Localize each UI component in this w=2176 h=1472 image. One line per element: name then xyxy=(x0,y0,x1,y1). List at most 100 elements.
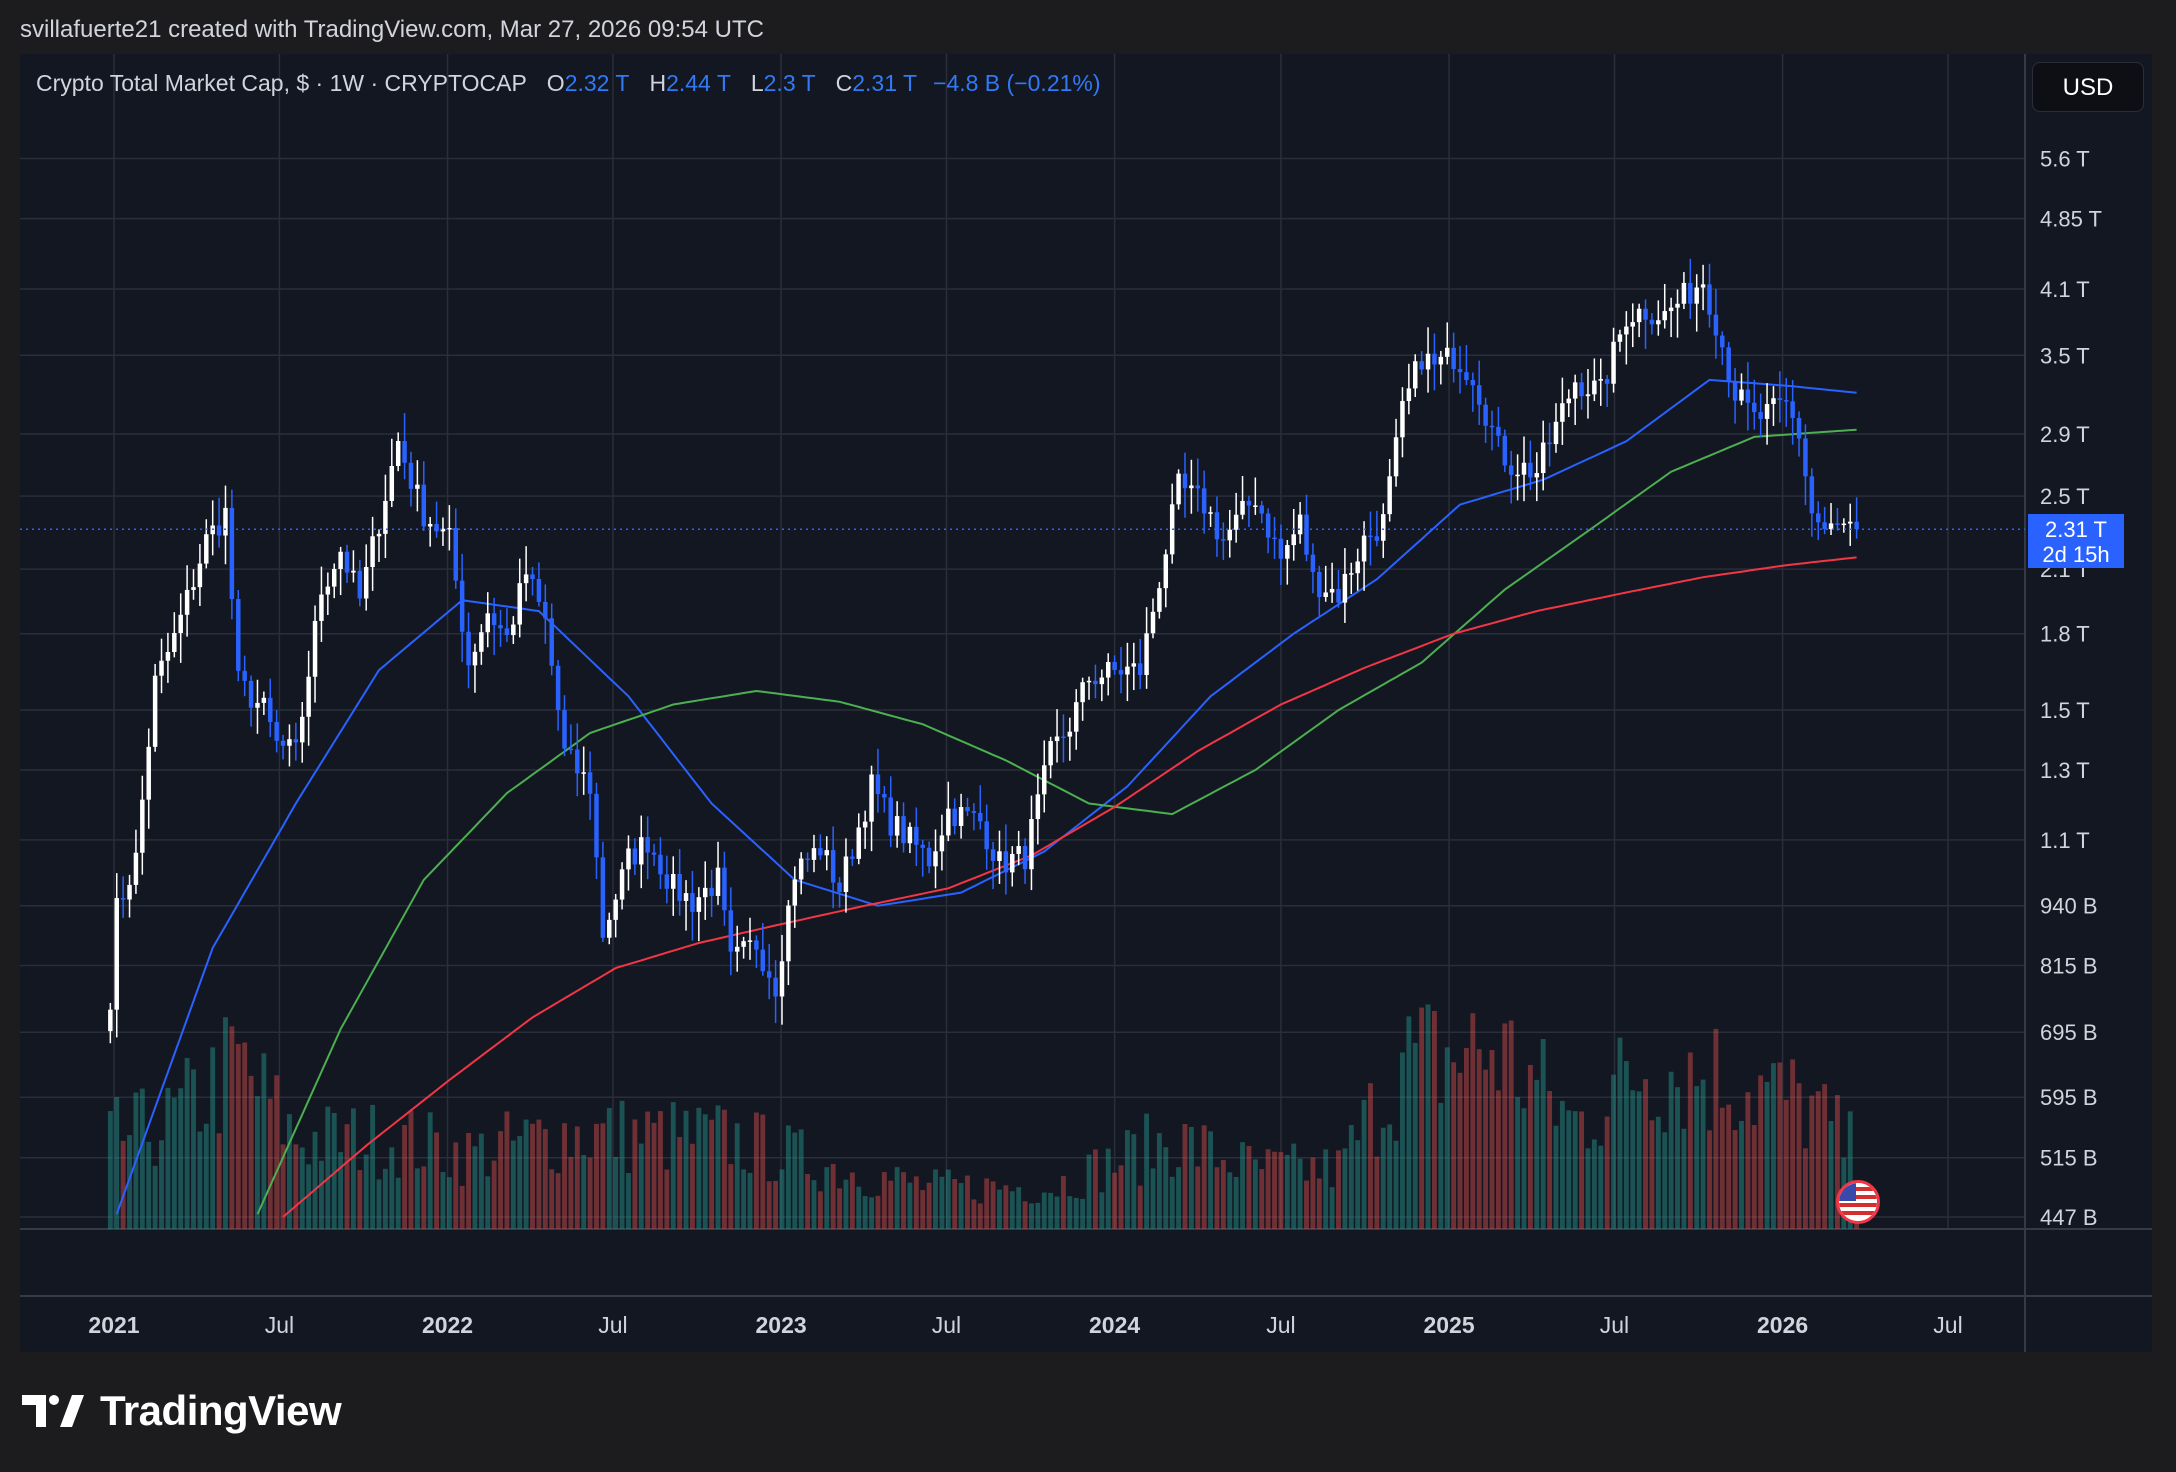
volume-bar xyxy=(344,1124,350,1229)
candle-body xyxy=(1022,846,1028,870)
volume-bar xyxy=(1732,1130,1738,1229)
volume-bar xyxy=(997,1189,1002,1229)
volume-bar xyxy=(453,1142,459,1229)
y-axis-tick-label: 695 B xyxy=(2040,1020,2098,1045)
volume-bar xyxy=(510,1140,516,1229)
candle-body xyxy=(888,797,893,836)
candle-body xyxy=(140,799,145,853)
candle-body xyxy=(197,563,203,588)
currency-button[interactable]: USD xyxy=(2032,62,2144,112)
candle-body xyxy=(1195,485,1201,489)
candle-body xyxy=(843,856,849,893)
volume-bar xyxy=(293,1144,299,1229)
volume-bar xyxy=(1259,1169,1265,1229)
low-label: L xyxy=(750,70,764,96)
candle-body xyxy=(255,702,260,708)
volume-bar xyxy=(1176,1167,1182,1229)
candle-body xyxy=(1272,537,1277,540)
volume-bar xyxy=(1572,1111,1578,1229)
candle-body xyxy=(1604,379,1610,384)
candle-body xyxy=(1502,435,1508,466)
candle-body xyxy=(786,905,791,962)
candle-body xyxy=(1521,462,1527,475)
volume-bar xyxy=(843,1179,849,1229)
candle-body xyxy=(1125,666,1130,675)
candle-body xyxy=(581,772,586,774)
candle-body xyxy=(568,748,574,751)
y-axis-tick-label: 3.5 T xyxy=(2040,343,2090,368)
candle-body xyxy=(1361,535,1367,562)
candle-body xyxy=(914,826,919,845)
candle-body xyxy=(587,772,593,794)
y-axis-tick-label: 5.6 T xyxy=(2040,146,2090,171)
volume-bar xyxy=(459,1185,465,1229)
candle-body xyxy=(306,676,311,717)
candle-body xyxy=(1707,284,1712,315)
volume-bar xyxy=(1035,1202,1041,1229)
volume-bar xyxy=(1508,1020,1514,1229)
candle-body xyxy=(472,651,478,666)
chart-panel[interactable] xyxy=(20,54,2152,1352)
candle-body xyxy=(869,774,874,822)
candle-body xyxy=(1105,662,1111,678)
volume-bar xyxy=(1822,1084,1828,1229)
low-value: 2.3 T xyxy=(763,70,816,96)
candle-body xyxy=(1182,473,1188,489)
candle-body xyxy=(946,808,951,836)
volume-bar xyxy=(1118,1165,1124,1229)
volume-bar xyxy=(1246,1145,1252,1229)
volume-bar xyxy=(171,1097,177,1229)
moving-average-line-3 xyxy=(282,556,1857,1218)
volume-bar xyxy=(395,1177,401,1229)
candle-body xyxy=(1579,382,1584,397)
candle-body xyxy=(383,500,388,534)
volume-bar xyxy=(753,1112,759,1229)
candle-body xyxy=(1585,394,1591,397)
volume-bar xyxy=(1073,1197,1079,1229)
candle-body xyxy=(1796,417,1802,439)
candle-body xyxy=(1777,398,1783,401)
volume-bar xyxy=(549,1169,555,1229)
candle-body xyxy=(1374,536,1380,541)
y-axis-tick-label: 1.1 T xyxy=(2040,828,2090,853)
candle-body xyxy=(671,873,676,889)
candle-body xyxy=(1042,765,1047,795)
volume-bar xyxy=(626,1173,631,1229)
candle-body xyxy=(1790,401,1795,418)
volume-bar xyxy=(1483,1069,1489,1229)
candle-body xyxy=(1425,353,1431,370)
candle-body xyxy=(178,614,183,634)
y-axis-tick-label: 2.9 T xyxy=(2040,422,2090,447)
volume-bar xyxy=(542,1129,548,1229)
x-axis-tick-label: 2021 xyxy=(88,1312,139,1338)
volume-bar xyxy=(472,1146,478,1229)
volume-bar xyxy=(1412,1042,1418,1229)
us-flag-icon[interactable] xyxy=(1836,1180,1880,1224)
volume-bar xyxy=(734,1123,740,1229)
candle-body xyxy=(1726,347,1731,381)
volume-bar xyxy=(645,1111,651,1229)
volume-bar xyxy=(1297,1158,1303,1229)
x-axis-tick-label: Jul xyxy=(265,1312,294,1338)
candle-body xyxy=(108,1009,113,1032)
candle-body xyxy=(1150,611,1156,634)
volume-bar xyxy=(203,1123,209,1229)
tradingview-brand[interactable]: TradingView xyxy=(22,1386,342,1436)
candle-body xyxy=(1745,389,1751,403)
y-axis-tick-label: 595 B xyxy=(2040,1085,2098,1110)
candle-body xyxy=(1336,588,1341,603)
volume-bar xyxy=(1540,1039,1546,1229)
candle-body xyxy=(114,898,119,1010)
volume-bar xyxy=(1182,1123,1188,1229)
candle-body xyxy=(1329,588,1335,593)
volume-bar xyxy=(690,1143,695,1229)
volume-bar xyxy=(1400,1052,1405,1229)
volume-bar xyxy=(907,1182,913,1229)
candle-body xyxy=(811,848,817,860)
candle-body xyxy=(184,589,190,615)
candle-body xyxy=(1265,513,1271,538)
volume-bar xyxy=(319,1160,324,1229)
y-axis-tick-label: 4.1 T xyxy=(2040,277,2090,302)
volume-bar xyxy=(1438,1103,1444,1229)
